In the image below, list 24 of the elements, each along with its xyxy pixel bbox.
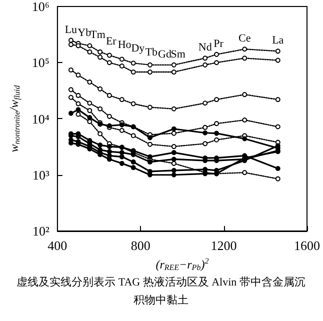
annotation: Lu bbox=[64, 24, 78, 36]
x-tick-label: 1600 bbox=[294, 238, 320, 253]
annotation: Er bbox=[106, 35, 117, 48]
y-axis-title: wnontronite/wfluid bbox=[7, 84, 22, 152]
annotation: Yb bbox=[78, 26, 92, 39]
annotation: Pr bbox=[214, 38, 224, 50]
y-tick-label: 10³ bbox=[32, 167, 50, 182]
text: 虚线及实线分别表示 TAG 热液活动区及 Alvin 带中含金属沉积物中黏土 bbox=[16, 276, 306, 306]
x-tick-label: 1200 bbox=[210, 238, 237, 253]
annotation: Tm bbox=[90, 29, 106, 42]
y-tick-label: 10⁴ bbox=[32, 111, 50, 126]
x-tick-label: 400 bbox=[48, 238, 68, 253]
annotation: Ce bbox=[238, 32, 251, 45]
y-tick-label: 10² bbox=[32, 224, 50, 238]
y-tick-label: 10⁵ bbox=[32, 55, 50, 70]
y-tick-label: 10⁶ bbox=[32, 0, 50, 14]
annotation: Nd bbox=[198, 42, 212, 54]
annotation: Dy bbox=[131, 42, 146, 55]
annotation: La bbox=[272, 34, 284, 47]
x-tick-label: 800 bbox=[130, 238, 150, 253]
annotation: Ho bbox=[118, 38, 132, 51]
annotation: Tb bbox=[145, 46, 158, 59]
annotation: Gd bbox=[158, 48, 172, 60]
annotation: Sm bbox=[170, 48, 186, 60]
